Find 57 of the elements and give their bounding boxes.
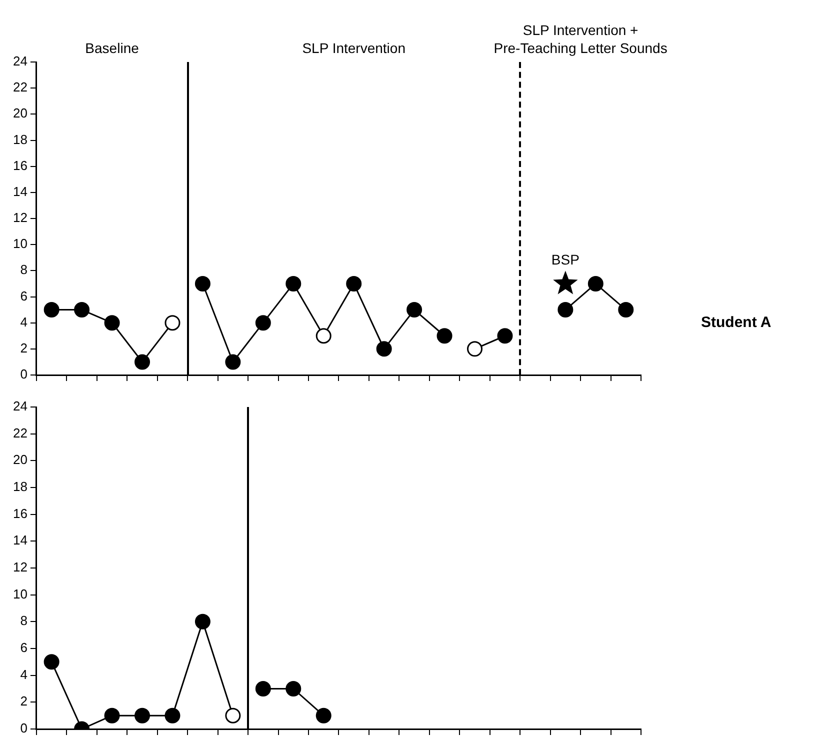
- point: [553, 270, 578, 294]
- point: [134, 708, 150, 724]
- y-tick-label: 20: [12, 452, 28, 468]
- point: [194, 276, 210, 292]
- series-label: BSP: [551, 252, 580, 268]
- y-tick-label: 12: [12, 560, 28, 575]
- point: [286, 681, 302, 696]
- text: SLP Intervention: [302, 40, 406, 56]
- y-tick-label: 6: [20, 288, 28, 304]
- point: [255, 315, 271, 331]
- y-tick-label: 22: [12, 425, 28, 440]
- point: [436, 328, 452, 344]
- point: [406, 302, 422, 318]
- point: [618, 302, 634, 318]
- y-tick-label: 14: [12, 184, 28, 199]
- point: [467, 341, 482, 357]
- y-tick-label: 8: [20, 613, 28, 628]
- y-tick-label: 2: [20, 694, 28, 709]
- text: Baseline: [85, 40, 140, 56]
- y-tick-label: 24: [12, 398, 28, 414]
- point: [225, 708, 241, 724]
- point: [44, 302, 60, 318]
- y-tick-label: 8: [20, 262, 28, 278]
- point: [74, 302, 90, 318]
- point: [255, 681, 271, 696]
- point: [104, 315, 120, 331]
- y-tick-label: 10: [12, 236, 28, 252]
- point: [558, 302, 574, 318]
- y-tick-label: 20: [12, 106, 28, 121]
- y-tick-label: 12: [12, 210, 28, 226]
- y-tick-label: 0: [20, 720, 28, 736]
- y-tick-label: 4: [20, 666, 28, 682]
- y-tick-label: 10: [12, 586, 28, 602]
- point: [588, 276, 604, 292]
- point: [134, 354, 150, 370]
- y-tick-label: 2: [20, 340, 28, 356]
- y-tick-label: 18: [12, 132, 28, 147]
- point: [346, 276, 362, 292]
- y-tick-label: 24: [12, 54, 28, 69]
- point: [286, 276, 302, 292]
- y-tick-label: 4: [20, 314, 28, 330]
- point: [164, 708, 180, 724]
- text: SLP Intervention + Pre-Teaching Letter Sounds: [494, 22, 668, 56]
- y-tick-label: 16: [12, 158, 28, 173]
- y-tick-label: 22: [12, 80, 28, 95]
- y-tick-label: 18: [12, 479, 28, 494]
- text: Student A: [701, 314, 772, 331]
- point: [194, 614, 210, 630]
- point: [376, 341, 392, 357]
- point: [316, 708, 332, 724]
- point: [225, 354, 241, 370]
- point: [44, 654, 60, 670]
- point: [104, 708, 120, 724]
- y-tick-label: 16: [12, 506, 28, 521]
- y-tick-label: 14: [12, 532, 28, 548]
- y-tick-label: 0: [20, 366, 28, 382]
- y-tick-label: 6: [20, 640, 28, 656]
